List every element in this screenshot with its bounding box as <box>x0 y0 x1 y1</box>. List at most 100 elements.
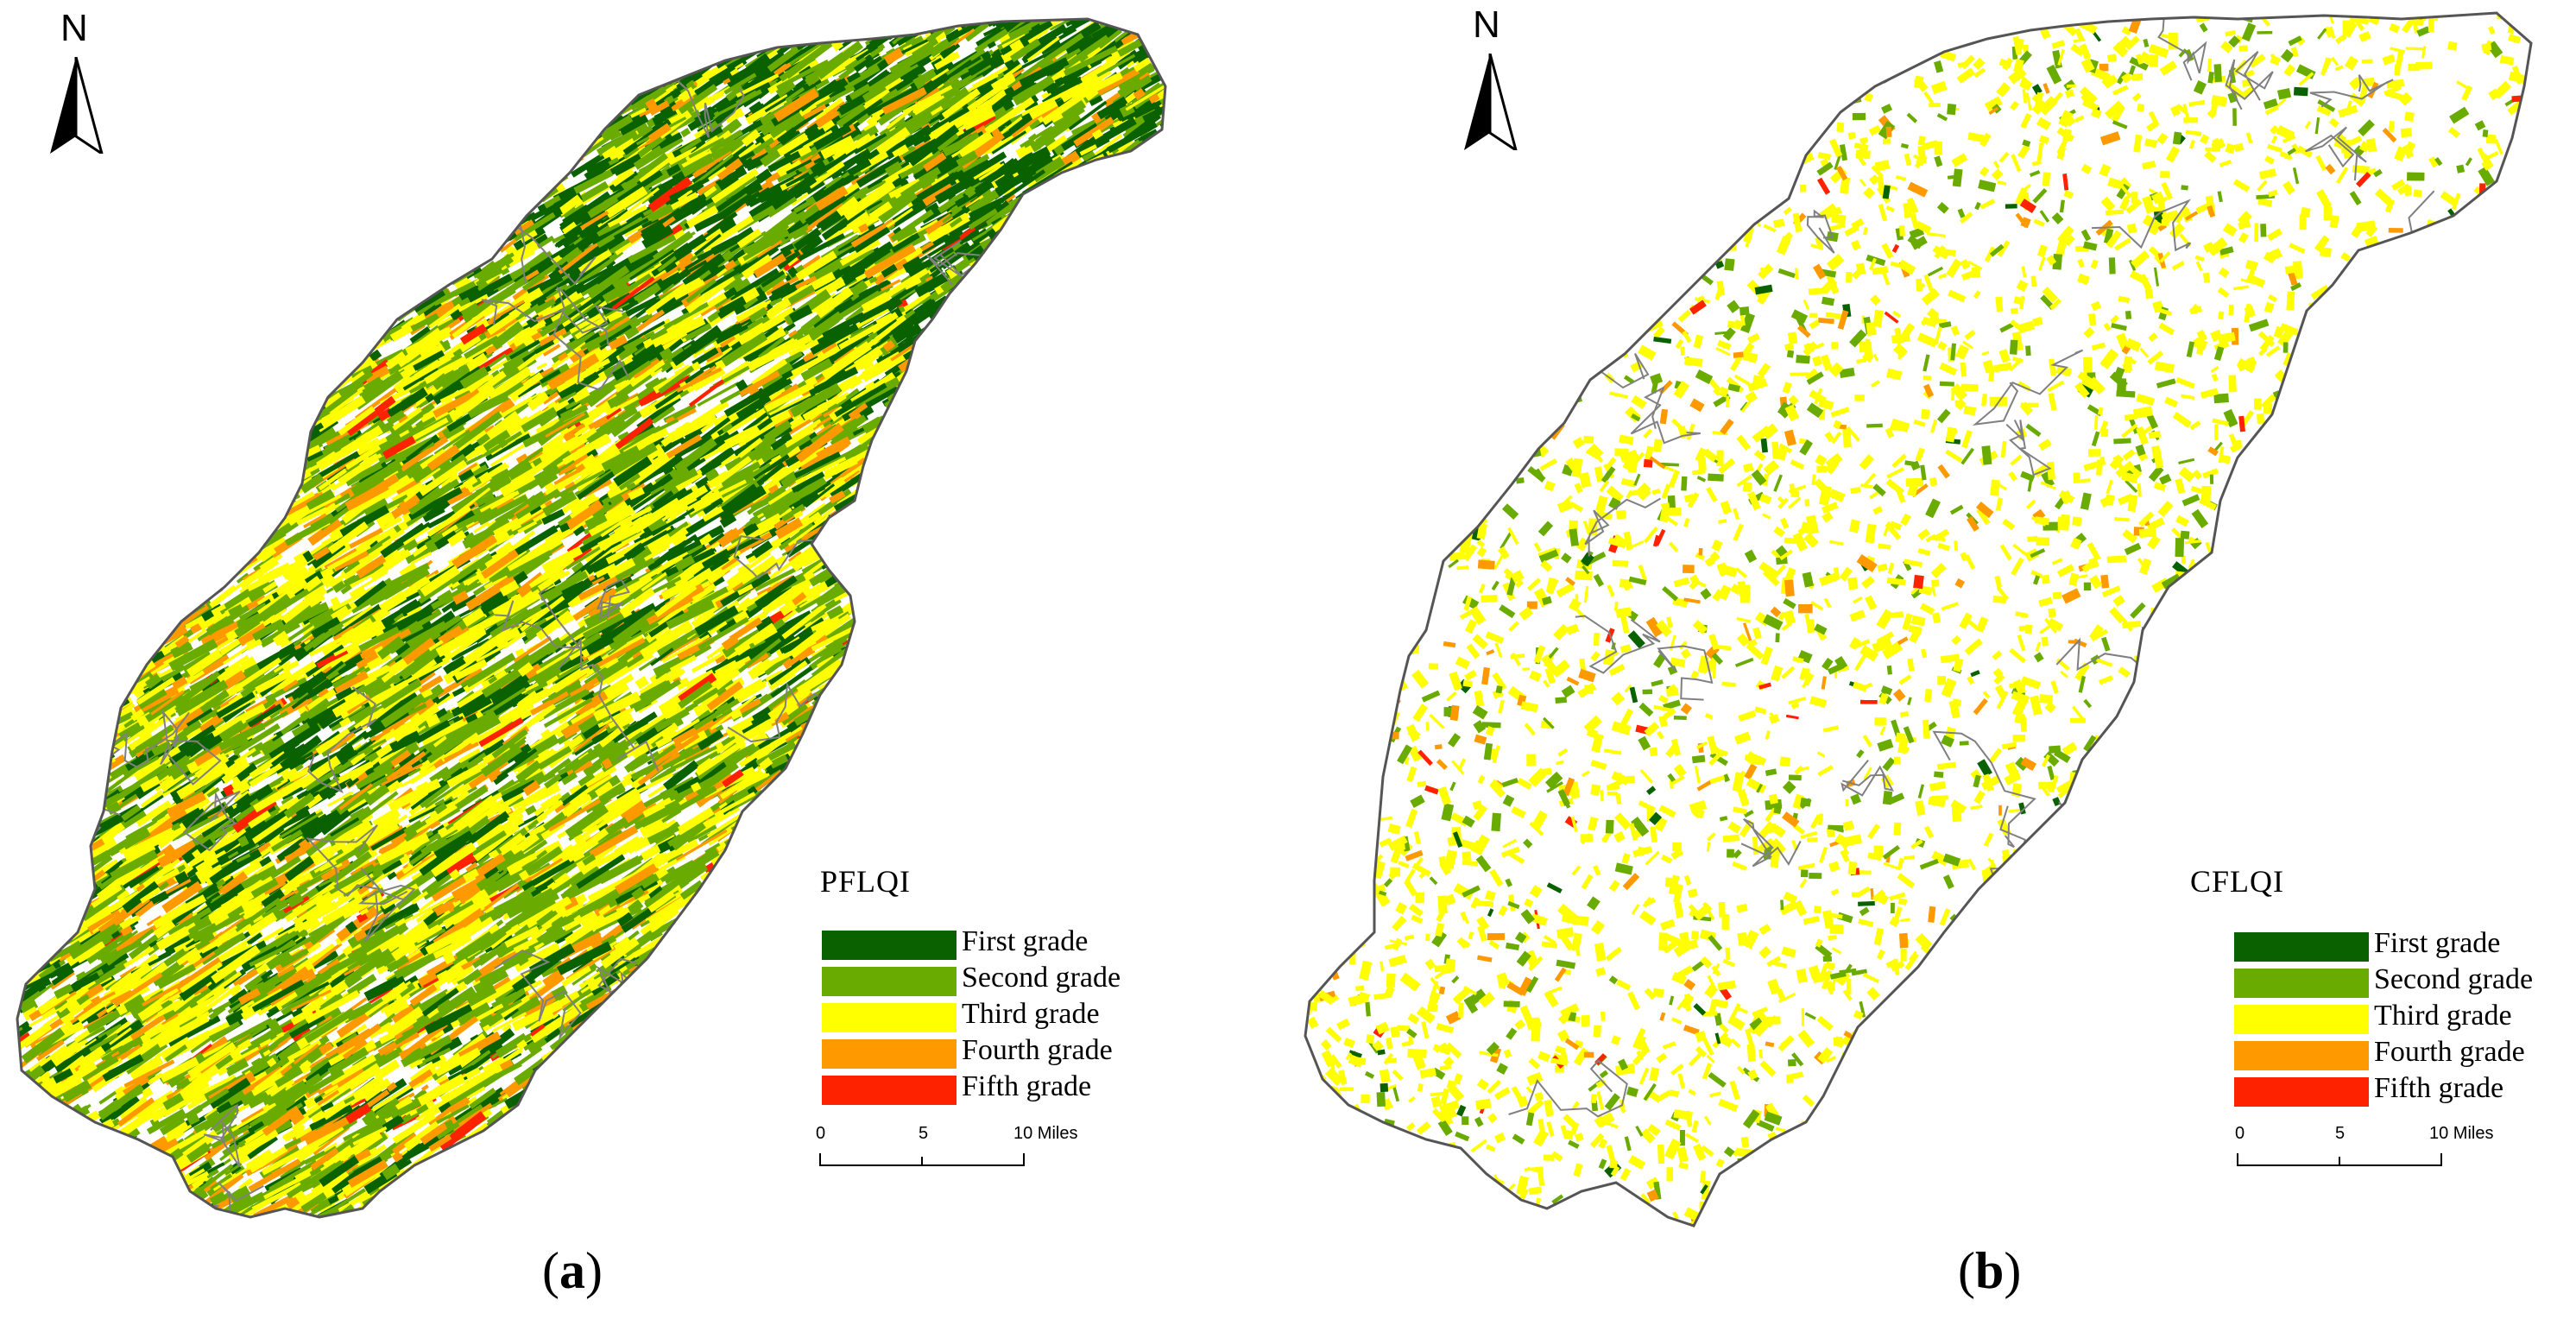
land-patch <box>1279 170 1288 208</box>
land-patch <box>1237 601 1281 628</box>
land-patch <box>156 19 208 46</box>
land-patch <box>416 162 434 176</box>
land-patch <box>1213 859 1252 881</box>
land-patch <box>1076 634 1088 647</box>
land-patch <box>52 690 81 710</box>
land-patch <box>997 1209 1018 1217</box>
land-patch <box>1259 337 1288 360</box>
land-patch <box>1247 274 1288 295</box>
land-patch <box>805 767 846 797</box>
land-patch <box>969 497 1011 527</box>
land-patch <box>1135 1188 1164 1209</box>
land-patch <box>28 667 73 703</box>
land-patch <box>1085 384 1102 397</box>
land-patch <box>1137 1208 1165 1217</box>
land-patch <box>1026 686 1076 716</box>
land-patch <box>562 1128 600 1152</box>
land-patch <box>26 891 75 931</box>
land-patch <box>1146 548 1165 575</box>
land-patch <box>1208 430 1234 445</box>
land-patch <box>1120 445 1165 473</box>
land-patch <box>118 92 129 101</box>
land-patch <box>1161 553 1165 572</box>
land-patch <box>302 73 329 91</box>
land-patch <box>1170 953 1181 963</box>
land-patch <box>419 268 435 282</box>
land-patch <box>975 464 990 476</box>
land-patch <box>977 702 1031 740</box>
land-patch <box>553 32 587 56</box>
land-patch <box>1057 729 1089 757</box>
land-patch <box>778 1013 804 1033</box>
land-patch <box>791 914 808 928</box>
land-patch <box>884 502 932 533</box>
land-patch <box>1188 101 1234 138</box>
land-patch <box>1114 162 1165 195</box>
land-patch <box>1143 273 1165 298</box>
land-patch <box>282 52 315 79</box>
land-patch <box>1156 168 1165 205</box>
land-patch <box>1190 186 1222 212</box>
land-patch <box>1055 712 1075 726</box>
land-patch <box>271 352 306 380</box>
land-patch <box>22 1148 36 1161</box>
land-patch <box>880 729 920 761</box>
land-patch <box>409 70 455 101</box>
land-patch <box>963 387 1010 422</box>
land-patch <box>951 293 1000 330</box>
land-patch <box>780 866 793 879</box>
land-patch <box>17 843 25 863</box>
land-patch <box>25 113 45 130</box>
land-patch <box>1051 1101 1069 1116</box>
land-patch <box>1231 338 1277 365</box>
land-patch <box>1041 641 1070 661</box>
land-patch <box>771 907 809 931</box>
land-patch <box>1210 880 1233 894</box>
land-patch <box>89 1196 125 1217</box>
land-patch <box>995 290 1044 330</box>
land-patch <box>34 19 60 23</box>
land-patch <box>981 407 996 419</box>
land-patch <box>1013 887 1024 898</box>
land-patch <box>302 19 323 22</box>
land-patch <box>118 289 160 322</box>
land-patch <box>822 1190 874 1217</box>
land-patch <box>576 51 592 62</box>
land-patch <box>860 715 881 730</box>
land-patch <box>286 75 333 104</box>
land-patch <box>1138 1101 1165 1122</box>
land-patch <box>1193 413 1241 447</box>
land-patch <box>943 664 960 676</box>
land-patch <box>46 640 69 657</box>
land-patch <box>797 19 828 38</box>
land-patch <box>42 654 84 686</box>
land-patch <box>1269 909 1288 932</box>
land-patch <box>28 643 73 676</box>
land-patch <box>1039 902 1051 912</box>
land-patch <box>975 790 987 800</box>
land-patch <box>1038 616 1072 639</box>
land-patch <box>1114 1044 1153 1070</box>
land-patch <box>481 1149 510 1171</box>
land-patch <box>305 280 331 302</box>
land-patch <box>24 43 35 51</box>
land-patch <box>1278 853 1288 869</box>
land-patch <box>240 455 287 489</box>
land-patch <box>1034 1219 1064 1240</box>
land-patch <box>808 992 821 1005</box>
land-patch <box>856 522 869 534</box>
land-patch <box>641 1074 661 1089</box>
land-patch <box>601 1204 651 1217</box>
land-patch <box>861 570 896 596</box>
land-patch <box>1147 199 1165 218</box>
land-patch <box>800 1234 823 1251</box>
land-patch <box>280 19 325 33</box>
land-patch <box>1255 1109 1288 1133</box>
land-patch <box>1165 1137 1180 1148</box>
land-patch <box>1204 593 1255 623</box>
land-patch <box>1137 481 1151 495</box>
land-patch <box>40 302 82 338</box>
land-patch <box>1081 335 1102 350</box>
land-patch <box>137 92 172 113</box>
land-patch <box>1020 564 1040 578</box>
